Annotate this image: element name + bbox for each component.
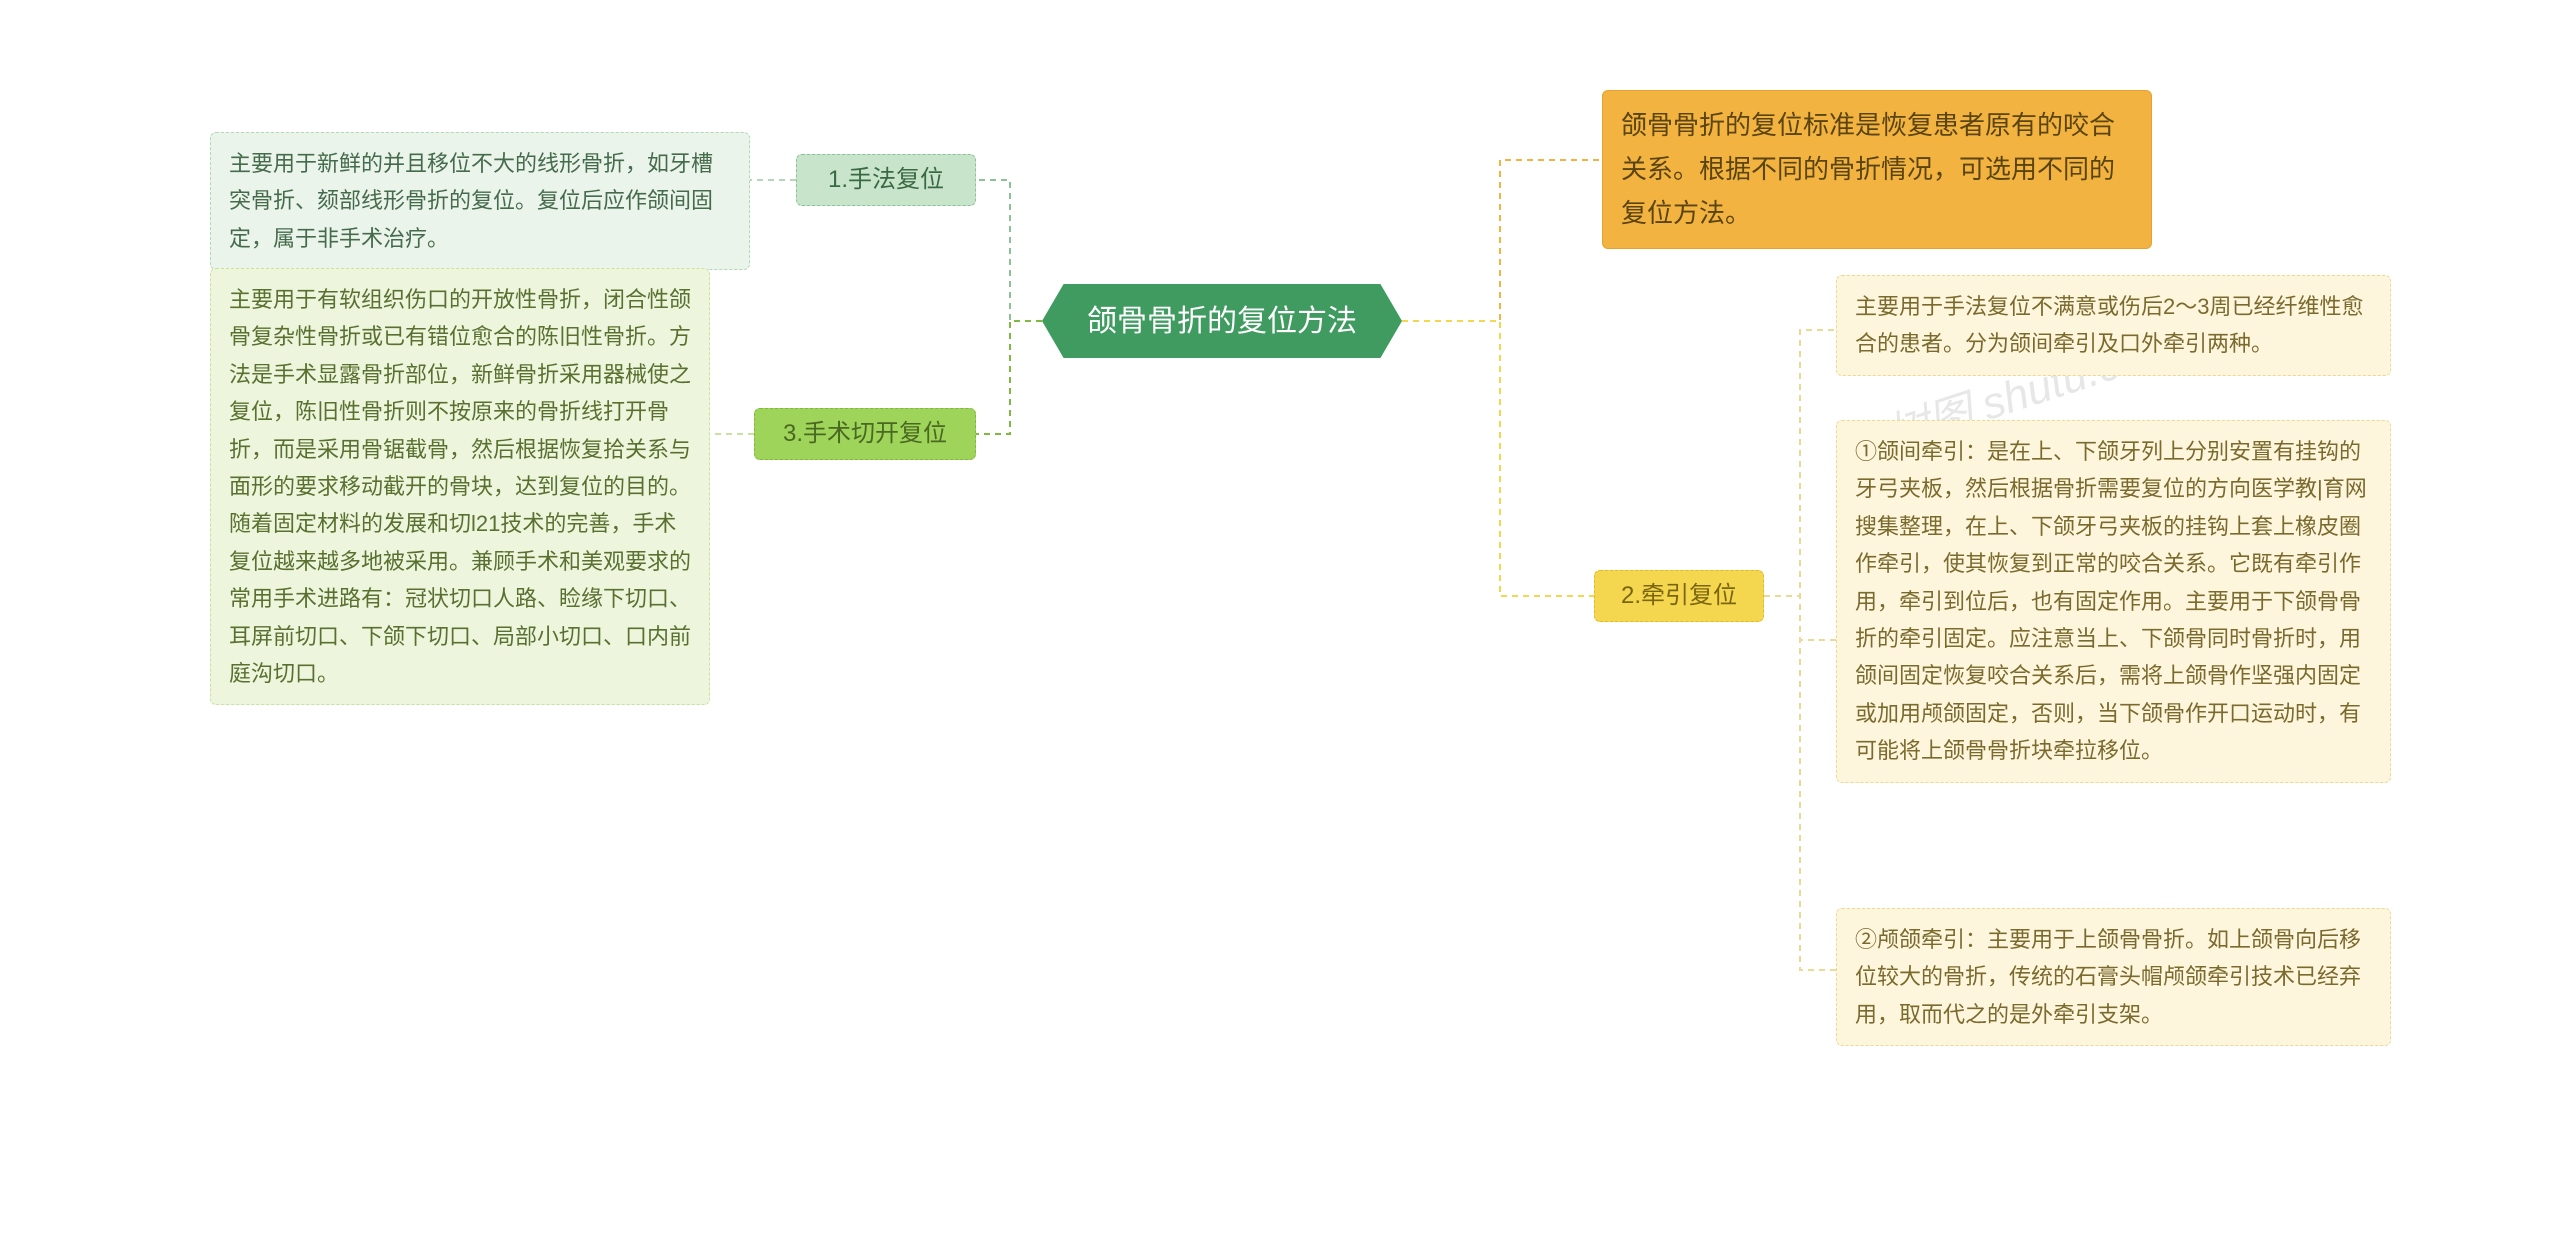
root-node[interactable]: 颌骨骨折的复位方法 bbox=[1042, 284, 1402, 358]
edge bbox=[976, 180, 1042, 321]
edge bbox=[1764, 596, 1836, 640]
intro-node[interactable]: 颌骨骨折的复位标准是恢复患者原有的咬合关系。根据不同的骨折情况，可选用不同的复位… bbox=[1602, 90, 2152, 249]
method1-detail-node[interactable]: 主要用于新鲜的并且移位不大的线形骨折，如牙槽突骨折、颏部线形骨折的复位。复位后应… bbox=[210, 132, 750, 270]
edge bbox=[1764, 330, 1836, 596]
edge bbox=[1402, 160, 1602, 321]
edge bbox=[1402, 321, 1594, 596]
edge bbox=[976, 321, 1042, 434]
method2-detail3-node[interactable]: ②颅颌牵引：主要用于上颌骨骨折。如上颌骨向后移位较大的骨折，传统的石膏头帽颅颌牵… bbox=[1836, 908, 2391, 1046]
method2-detail2-node[interactable]: ①颌间牵引：是在上、下颌牙列上分别安置有挂钩的牙弓夹板，然后根据骨折需要复位的方… bbox=[1836, 420, 2391, 783]
method3-node[interactable]: 3.手术切开复位 bbox=[754, 408, 976, 460]
method2-detail1-node[interactable]: 主要用于手法复位不满意或伤后2～3周已经纤维性愈合的患者。分为颌间牵引及口外牵引… bbox=[1836, 275, 2391, 376]
method3-detail-node[interactable]: 主要用于有软组织伤口的开放性骨折，闭合性颌骨复杂性骨折或已有错位愈合的陈旧性骨折… bbox=[210, 268, 710, 705]
method1-node[interactable]: 1.手法复位 bbox=[796, 154, 976, 206]
edge bbox=[1764, 596, 1836, 970]
method2-node[interactable]: 2.牵引复位 bbox=[1594, 570, 1764, 622]
